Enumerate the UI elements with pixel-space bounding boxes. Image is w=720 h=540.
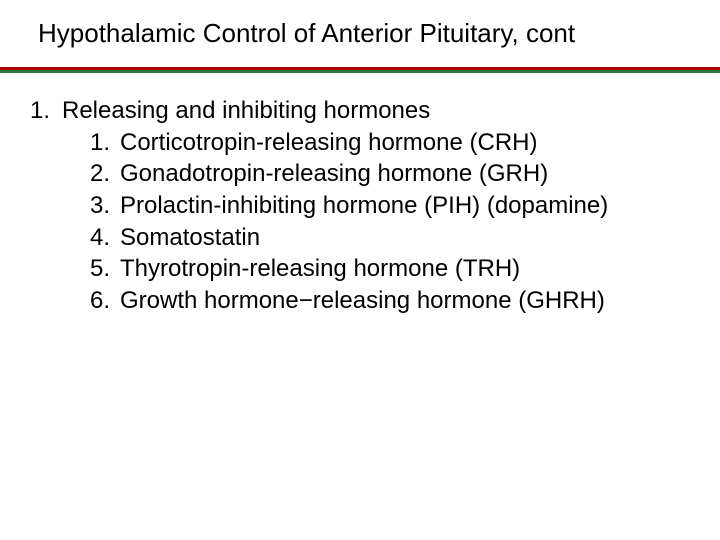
item-number: 4. (90, 222, 120, 254)
list-item: 1. Corticotropin-releasing hormone (CRH) (90, 127, 692, 159)
outer-number: 1. (28, 95, 62, 127)
item-number: 1. (90, 127, 120, 159)
slide-title: Hypothalamic Control of Anterior Pituita… (28, 18, 692, 67)
list-item: 4. Somatostatin (90, 222, 692, 254)
list-item: 3. Prolactin-inhibiting hormone (PIH) (d… (90, 190, 692, 222)
item-number: 3. (90, 190, 120, 222)
list-item: 5. Thyrotropin-releasing hormone (TRH) (90, 253, 692, 285)
content-area: 1. Releasing and inhibiting hormones 1. … (28, 73, 692, 317)
item-text: Prolactin-inhibiting hormone (PIH) (dopa… (120, 190, 692, 222)
inner-list: 1. Corticotropin-releasing hormone (CRH)… (28, 127, 692, 317)
item-text: Growth hormone−releasing hormone (GHRH) (120, 285, 692, 317)
outer-list-item: 1. Releasing and inhibiting hormones (28, 95, 692, 127)
item-number: 2. (90, 158, 120, 190)
outer-text: Releasing and inhibiting hormones (62, 95, 692, 127)
item-text: Gonadotropin-releasing hormone (GRH) (120, 158, 692, 190)
item-text: Somatostatin (120, 222, 692, 254)
item-number: 6. (90, 285, 120, 317)
list-item: 2. Gonadotropin-releasing hormone (GRH) (90, 158, 692, 190)
list-item: 6. Growth hormone−releasing hormone (GHR… (90, 285, 692, 317)
item-text: Corticotropin-releasing hormone (CRH) (120, 127, 692, 159)
item-text: Thyrotropin-releasing hormone (TRH) (120, 253, 692, 285)
item-number: 5. (90, 253, 120, 285)
